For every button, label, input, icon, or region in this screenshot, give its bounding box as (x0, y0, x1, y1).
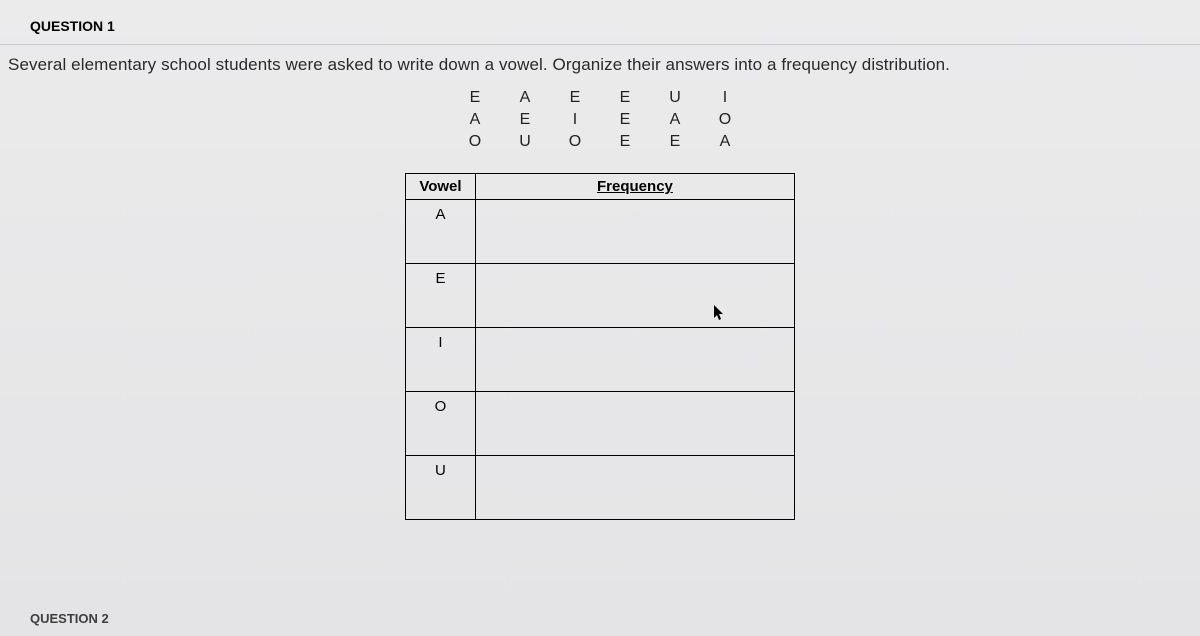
vowel-header: Vowel (406, 174, 476, 200)
data-cell: U (650, 87, 700, 109)
vowel-cell: E (406, 264, 476, 328)
vowel-cell: U (406, 456, 476, 520)
data-cell: E (500, 109, 550, 131)
data-row: E A E E U I (430, 87, 770, 109)
prompt-text: Several elementary school students were … (8, 55, 950, 74)
frequency-cell[interactable] (475, 392, 794, 456)
table-row: A (406, 200, 795, 264)
data-cell: A (450, 109, 500, 131)
data-cell: O (700, 109, 750, 131)
frequency-cell[interactable] (475, 264, 794, 328)
table-header-row: Vowel Frequency (406, 174, 795, 200)
data-cell: E (550, 87, 600, 109)
vowel-cell: I (406, 328, 476, 392)
data-cell: E (450, 87, 500, 109)
table-row: E (406, 264, 795, 328)
data-row: O U O E E A (430, 131, 770, 153)
data-cell: A (500, 87, 550, 109)
frequency-cell[interactable] (475, 456, 794, 520)
data-cell: A (650, 109, 700, 131)
question-header: QUESTION 1 (0, 0, 1200, 45)
data-cell: O (550, 131, 600, 153)
next-question-label: QUESTION 2 (30, 611, 109, 626)
table-row: I (406, 328, 795, 392)
frequency-header: Frequency (475, 174, 794, 200)
data-cell: I (550, 109, 600, 131)
frequency-cell[interactable] (475, 200, 794, 264)
data-cell: I (700, 87, 750, 109)
data-cell: A (700, 131, 750, 153)
raw-data-grid: E A E E U I A E I E A O O U O E E A (430, 87, 770, 153)
next-question-text: QUESTION 2 (30, 611, 109, 626)
table-row: U (406, 456, 795, 520)
data-cell: E (600, 131, 650, 153)
question-prompt: Several elementary school students were … (0, 45, 1200, 83)
data-cell: O (450, 131, 500, 153)
data-row: A E I E A O (430, 109, 770, 131)
data-cell: U (500, 131, 550, 153)
frequency-table: Vowel Frequency A E I O U (405, 173, 795, 520)
table-row: O (406, 392, 795, 456)
question-number: QUESTION 1 (30, 18, 115, 34)
data-cell: E (600, 109, 650, 131)
vowel-cell: O (406, 392, 476, 456)
data-cell: E (650, 131, 700, 153)
vowel-cell: A (406, 200, 476, 264)
data-cell: E (600, 87, 650, 109)
frequency-cell[interactable] (475, 328, 794, 392)
